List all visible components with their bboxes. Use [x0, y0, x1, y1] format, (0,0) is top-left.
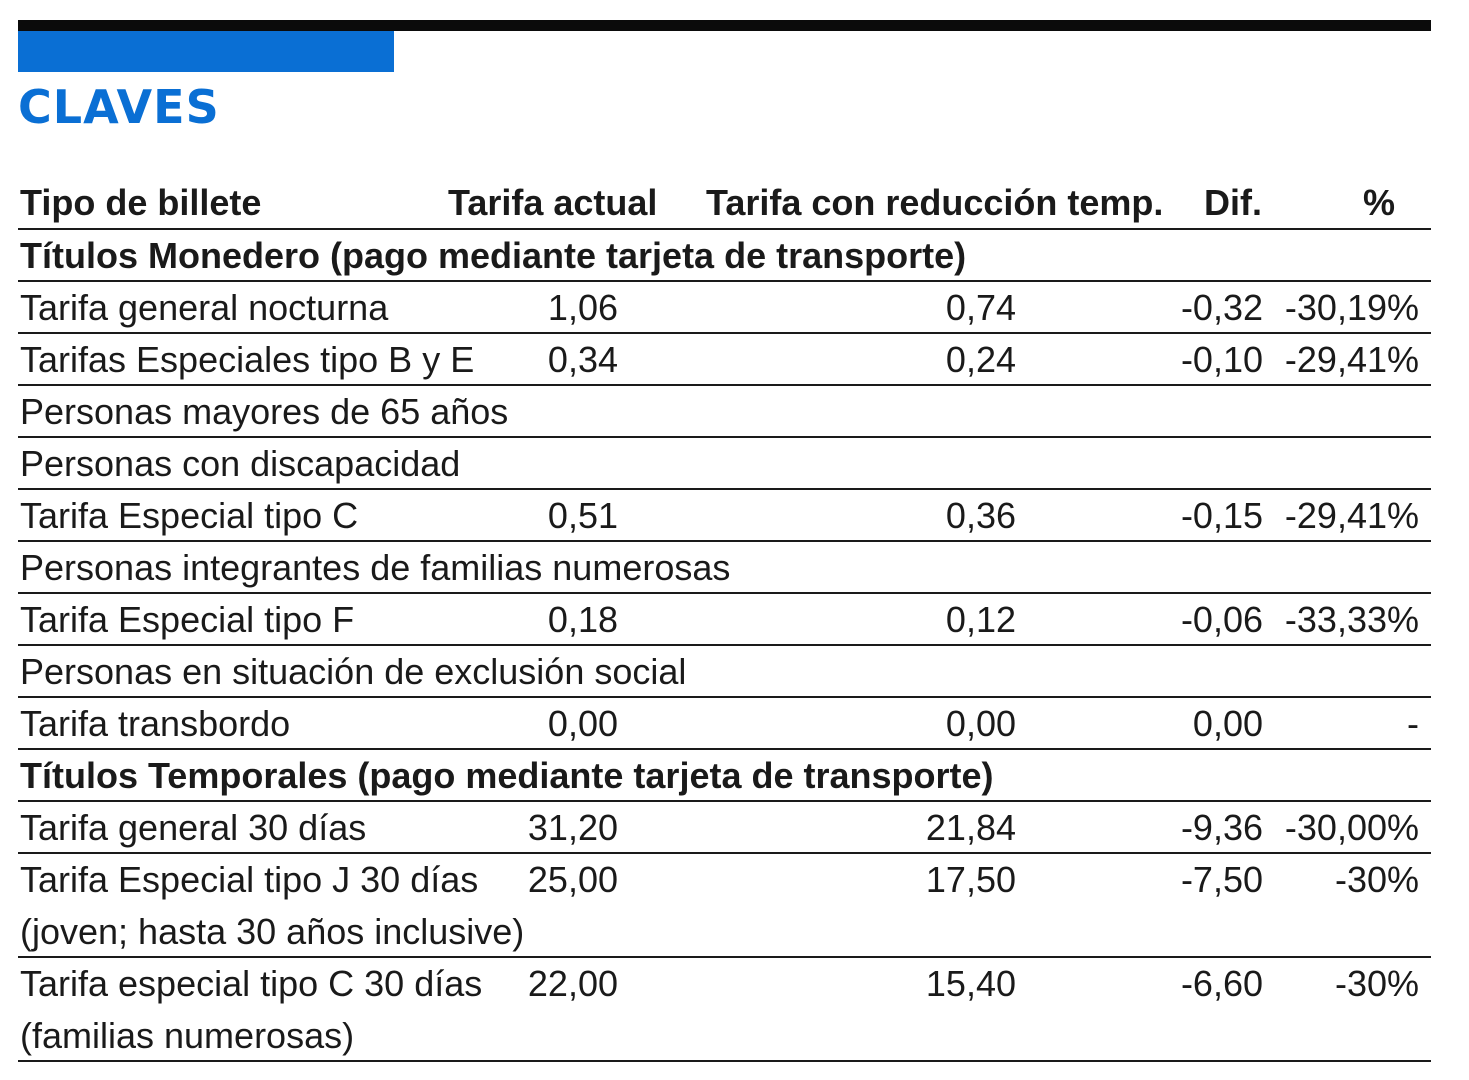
fare-reduced: 0,12 [945, 599, 1016, 640]
fares-table: Tipo de billete Tarifa actual Tarifa con… [18, 178, 1431, 1062]
fare-pct: - [1407, 703, 1419, 744]
fare-reduced: 0,24 [945, 339, 1016, 380]
fare-reduced: 21,84 [925, 807, 1016, 848]
table-row: Tarifas Especiales tipo B y E 0,34 0,24 … [18, 334, 1431, 386]
section-heading: Títulos Monedero (pago mediante tarjeta … [20, 235, 967, 276]
fare-reduced: 0,74 [945, 287, 1016, 328]
table-row: Tarifa Especial tipo J 30 días (joven; h… [18, 854, 1431, 958]
fare-name: Personas con discapacidad [20, 443, 461, 484]
fare-pct: -29,41% [1284, 495, 1419, 536]
fare-pct: -30,00% [1284, 807, 1419, 848]
table-row: Tarifa Especial tipo C 0,51 0,36 -0,15 -… [18, 490, 1431, 542]
fare-name: Personas mayores de 65 años [20, 391, 509, 432]
fare-reduced: 0,36 [945, 495, 1016, 536]
fare-name: Tarifa transbordo [20, 703, 291, 744]
fare-dif: -7,50 [1180, 859, 1263, 900]
fare-reduced: 15,40 [925, 963, 1016, 1004]
table-row: Personas integrantes de familias numeros… [18, 542, 1431, 594]
table-row: Tarifa general nocturna 1,06 0,74 -0,32 … [18, 282, 1431, 334]
table-row: Personas mayores de 65 años [18, 386, 1431, 438]
fare-name: Tarifas Especiales tipo B y E [20, 339, 475, 380]
column-header-pct: % [1363, 182, 1396, 223]
table-header-row: Tipo de billete Tarifa actual Tarifa con… [18, 178, 1431, 230]
fare-name-detail: (familias numerosas) [20, 1015, 355, 1056]
fare-reduced: 17,50 [925, 859, 1016, 900]
section-heading-row: Títulos Temporales (pago mediante tarjet… [18, 750, 1431, 802]
fare-name: Tarifa general 30 días [20, 807, 367, 848]
table-row: Personas en situación de exclusión socia… [18, 646, 1431, 698]
fare-name: Personas integrantes de familias numeros… [20, 547, 731, 588]
fare-dif: -6,60 [1180, 963, 1263, 1004]
fare-actual: 1,06 [547, 287, 618, 328]
fare-name: Tarifa especial tipo C 30 días [20, 963, 483, 1004]
fare-pct: -33,33% [1284, 599, 1419, 640]
fare-actual: 25,00 [527, 859, 618, 900]
column-header-reduced: Tarifa con reducción temp. [706, 182, 1164, 223]
fare-reduced: 0,00 [945, 703, 1016, 744]
fare-actual: 0,18 [547, 599, 618, 640]
fare-actual: 0,34 [547, 339, 618, 380]
page-title: CLAVES [18, 80, 220, 134]
top-rule [18, 20, 1431, 31]
fare-actual: 0,51 [547, 495, 618, 536]
fare-dif: -0,32 [1180, 287, 1263, 328]
fare-pct: -30% [1334, 963, 1419, 1004]
fare-name: Tarifa Especial tipo J 30 días [20, 859, 479, 900]
fare-dif: -0,10 [1180, 339, 1263, 380]
table-row: Tarifa Especial tipo F 0,18 0,12 -0,06 -… [18, 594, 1431, 646]
table-row: Tarifa general 30 días 31,20 21,84 -9,36… [18, 802, 1431, 854]
section-heading: Títulos Temporales (pago mediante tarjet… [20, 755, 994, 796]
table-row: Tarifa transbordo 0,00 0,00 0,00 - [18, 698, 1431, 750]
column-header-dif: Dif. [1204, 182, 1262, 223]
fare-dif: -9,36 [1180, 807, 1263, 848]
title-accent-bar [18, 31, 394, 72]
fare-name: Tarifa general nocturna [20, 287, 389, 328]
fare-name: Tarifa Especial tipo C [20, 495, 359, 536]
fare-dif: -0,15 [1180, 495, 1263, 536]
fare-actual: 22,00 [527, 963, 618, 1004]
fare-dif: 0,00 [1192, 703, 1263, 744]
fare-name-detail: (joven; hasta 30 años inclusive) [20, 911, 525, 952]
fare-pct: -30,19% [1284, 287, 1419, 328]
table-row: Tarifa especial tipo C 30 días (familias… [18, 958, 1431, 1062]
fare-actual: 31,20 [527, 807, 618, 848]
fare-dif: -0,06 [1180, 599, 1263, 640]
fare-name: Personas en situación de exclusión socia… [20, 651, 687, 692]
column-header-actual: Tarifa actual [448, 182, 658, 223]
fare-actual: 0,00 [547, 703, 618, 744]
fare-pct: -29,41% [1284, 339, 1419, 380]
fare-name: Tarifa Especial tipo F [20, 599, 355, 640]
fare-pct: -30% [1334, 859, 1419, 900]
section-heading-row: Títulos Monedero (pago mediante tarjeta … [18, 230, 1431, 282]
column-header-name: Tipo de billete [20, 182, 262, 223]
table-row: Personas con discapacidad [18, 438, 1431, 490]
